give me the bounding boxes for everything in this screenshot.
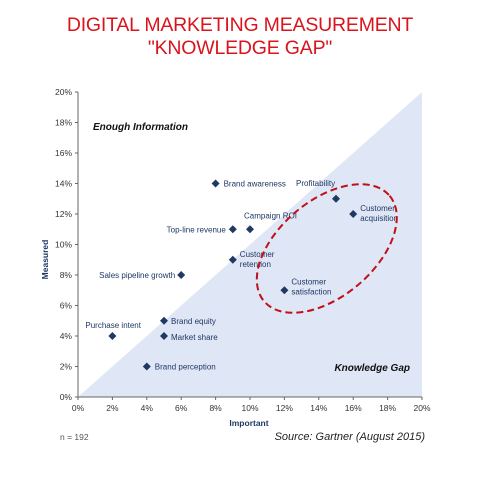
y-tick-label: 14% [55, 179, 72, 189]
x-tick-label: 4% [141, 403, 154, 413]
y-tick-label: 4% [60, 331, 73, 341]
region-label-enough-information: Enough Information [93, 122, 188, 133]
y-tick-label: 12% [55, 209, 72, 219]
point-customer-acquisition [349, 210, 358, 218]
point-market-share [160, 332, 168, 340]
y-tick-label: 2% [60, 362, 73, 372]
data-points: Brand awareness Profitability Customer acqu… [85, 179, 398, 372]
point-profitability [332, 194, 340, 203]
y-tick-label: 6% [60, 301, 73, 311]
highlight-ellipse [255, 183, 398, 314]
x-axis-label: Important [229, 418, 268, 428]
y-tick-label: 8% [60, 270, 73, 280]
x-tick-label: 6% [175, 403, 188, 413]
y-tick-label: 0% [60, 392, 73, 402]
x-tick-label: 14% [310, 403, 327, 413]
y-tick-label: 10% [55, 240, 72, 250]
point-label-campaign-roi: Campaign ROI [244, 211, 297, 220]
y-tick-label: 16% [55, 148, 72, 158]
point-brand-perception [142, 362, 151, 371]
point-customer-satisfaction [280, 286, 289, 295]
point-brand-awareness [211, 179, 220, 188]
region-label-knowledge-gap: Knowledge Gap [334, 363, 410, 374]
x-axis-ticks: 0% 2% 4% 6% 8% 10% 12% 14% 16% 18% 20% [72, 397, 431, 413]
point-label-customer-acquisition: Customer acquisition [360, 204, 398, 223]
x-tick-label: 2% [106, 403, 119, 413]
point-label-customer-retention: Customer retention [240, 250, 275, 269]
x-tick-label: 0% [72, 403, 85, 413]
point-sales-pipeline-growth [177, 271, 186, 279]
knowledge-gap-triangle [78, 92, 422, 397]
point-label-brand-perception: Brand perception [155, 363, 216, 372]
point-purchase-intent [108, 332, 117, 340]
y-tick-label: 20% [55, 87, 72, 97]
point-label-profitability: Profitability [296, 179, 335, 188]
point-label-market-share: Market share [171, 333, 218, 342]
point-label-top-line-revenue: Top-line revenue [167, 225, 227, 234]
x-tick-label: 10% [241, 403, 258, 413]
y-axis-ticks: 0% 2% 4% 6% 8% 10% 12% 14% 16% 18% 20% [55, 87, 78, 402]
point-label-brand-equity: Brand equity [171, 317, 216, 326]
x-tick-label: 18% [379, 403, 396, 413]
point-label-sales-pipeline-growth: Sales pipeline growth [99, 271, 175, 280]
point-top-line-revenue [228, 225, 237, 234]
point-campaign-roi [246, 225, 254, 234]
point-label-purchase-intent: Purchase intent [85, 321, 141, 330]
point-brand-equity [160, 316, 168, 325]
x-tick-label: 16% [345, 403, 362, 413]
sample-size-note: n = 192 [60, 432, 89, 442]
y-axis-label: Measured [40, 240, 50, 280]
x-tick-label: 8% [209, 403, 222, 413]
point-customer-retention [228, 255, 237, 264]
point-label-customer-satisfaction: Customer satisfaction [291, 277, 331, 296]
x-tick-label: 20% [413, 403, 430, 413]
source-note: Source: Gartner (August 2015) [274, 431, 425, 443]
x-tick-label: 12% [276, 403, 293, 413]
chart-title: DIGITAL MARKETING MEASUREMENT "KNOWLEDGE… [66, 14, 414, 59]
y-tick-label: 18% [55, 118, 72, 128]
point-label-brand-awareness: Brand awareness [224, 180, 286, 189]
